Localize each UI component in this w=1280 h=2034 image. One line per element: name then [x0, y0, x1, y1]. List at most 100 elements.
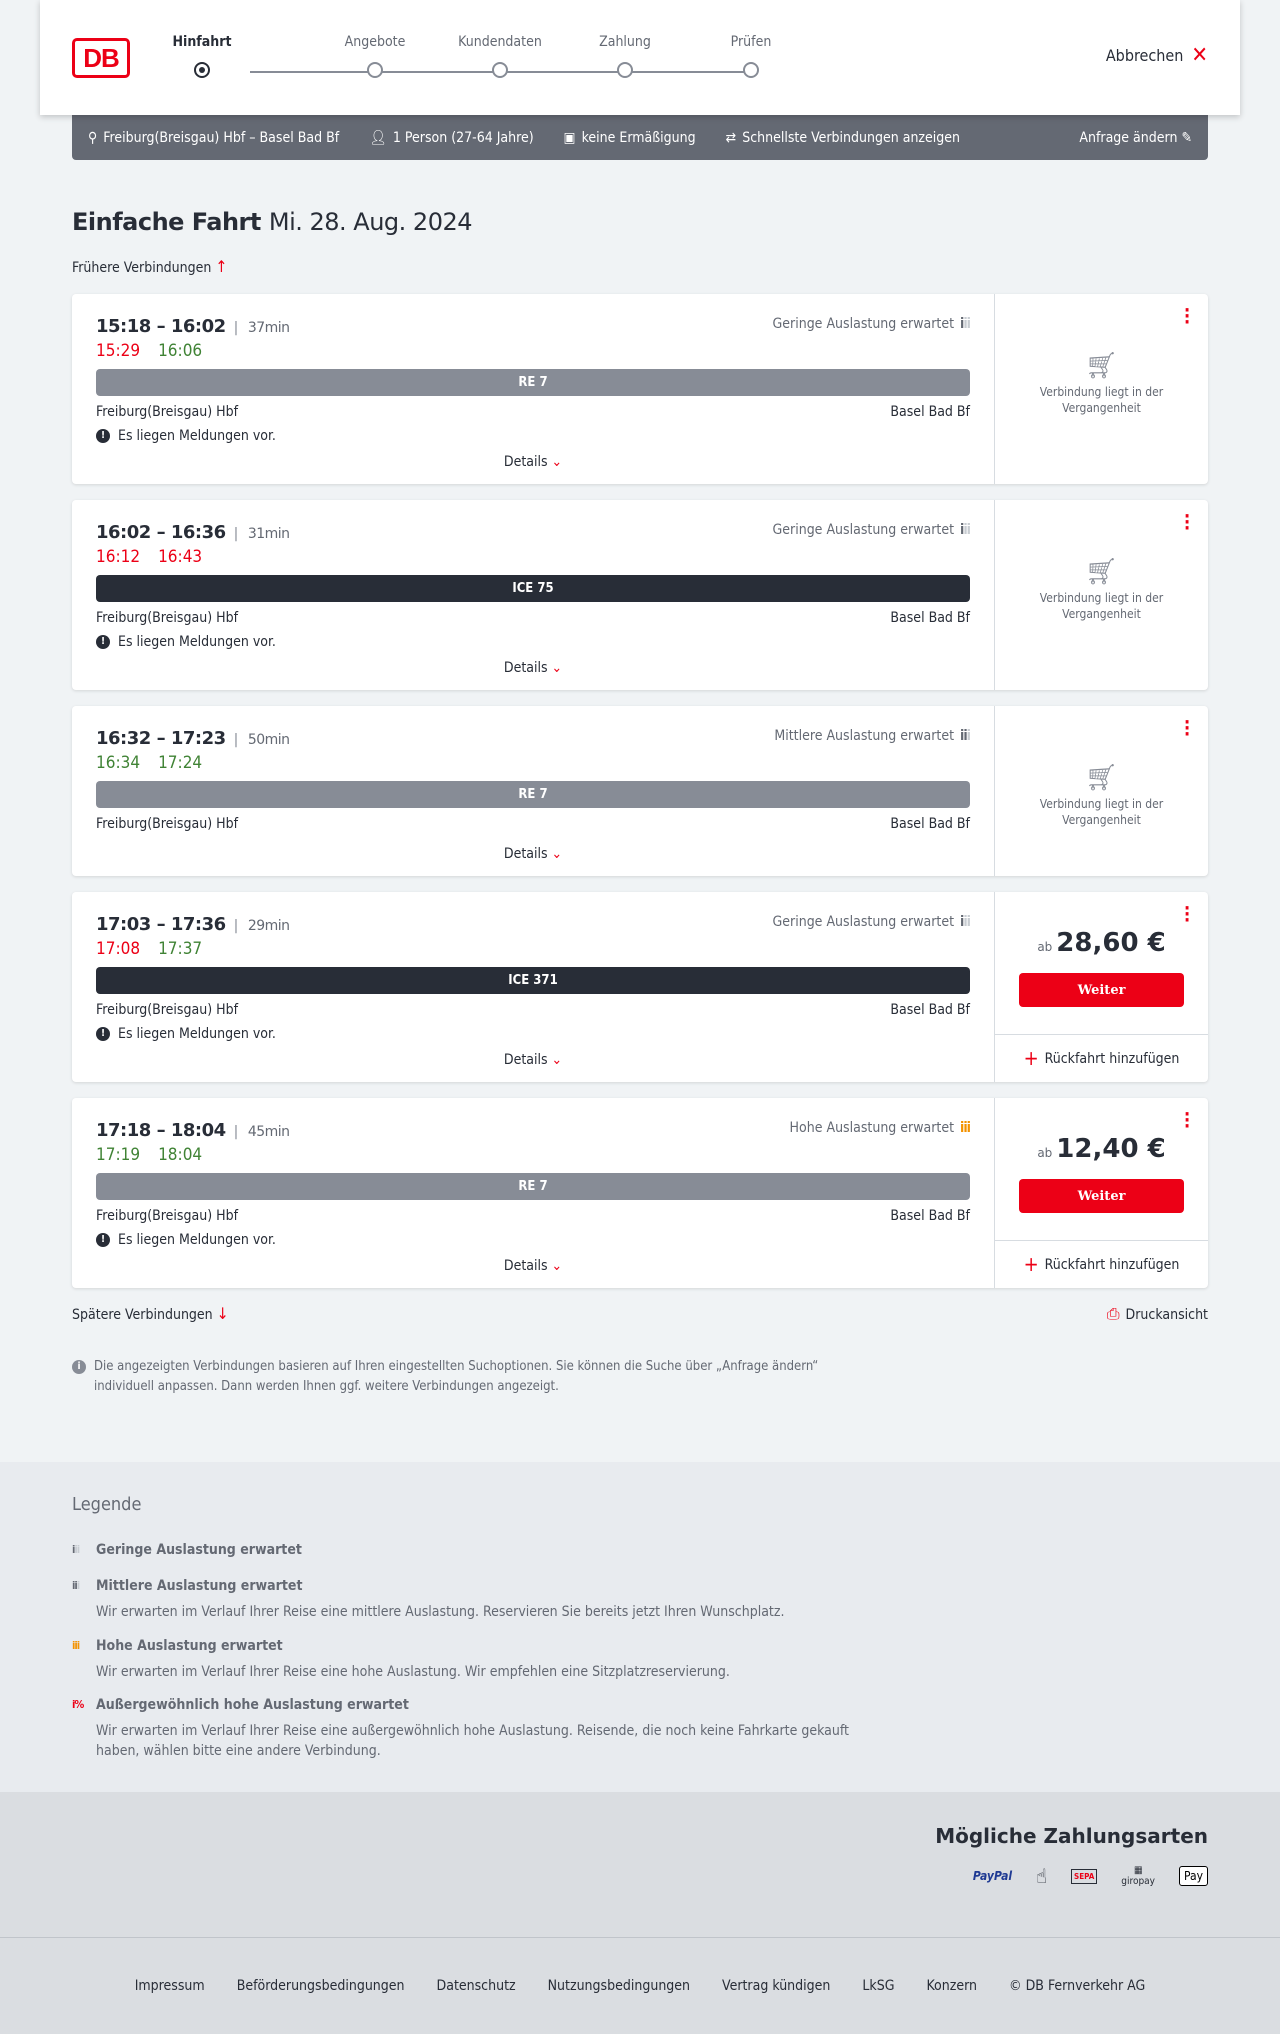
details-label: Details	[503, 1258, 548, 1274]
destination-station: Basel Bad Bf	[890, 404, 970, 420]
occupancy-indicator: Hohe Auslastung erwartet iii	[790, 1120, 971, 1136]
duration: 31min	[234, 526, 290, 542]
legend-item-exceptional: i% Außergewöhnlich hohe Auslastung erwart…	[72, 1697, 872, 1761]
footer-link-lksg[interactable]: LkSG	[862, 1978, 895, 1994]
info-text: Die angezeigten Verbindungen basieren au…	[94, 1359, 819, 1394]
footer: Impressum Beförderungsbedingungen Datens…	[0, 1937, 1280, 2034]
later-connections-link[interactable]: Spätere Verbindungen ↓	[72, 1304, 229, 1323]
messages-notice: ! Es liegen Meldungen vor.	[96, 1026, 970, 1042]
search-summary-bar: ⚲ Freiburg(Breisgau) Hbf – Basel Bad Bf 👤…	[72, 115, 1208, 160]
occupancy-indicator: Geringe Auslastung erwartet iii	[773, 914, 971, 930]
route-summary: ⚲ Freiburg(Breisgau) Hbf – Basel Bad Bf	[88, 130, 339, 146]
realtime-arrival: 17:37	[158, 939, 203, 959]
realtime-times: 17:08 17:37	[96, 939, 970, 961]
details-toggle[interactable]: Details ⌄	[72, 1052, 994, 1068]
duration: 37min	[234, 320, 290, 336]
chevron-down-icon: ⌄	[551, 1258, 563, 1274]
more-options-icon[interactable]: · · ·	[1184, 898, 1191, 931]
footer-link-nutzungsbedingungen[interactable]: Nutzungsbedingungen	[547, 1978, 691, 1994]
origin-station: Freiburg(Breisgau) Hbf	[96, 1208, 239, 1224]
progress-stepper: Hinfahrt Angebote Kundendaten Zahlung Pr…	[172, 34, 771, 84]
footer-link-befoerderungsbedingungen[interactable]: Beförderungsbedingungen	[236, 1978, 405, 1994]
details-toggle[interactable]: Details ⌄	[72, 1258, 994, 1274]
offer-panel: · · · 🛒︎ Verbindung liegt in der Vergangenhe…	[994, 500, 1208, 690]
earlier-connections-link[interactable]: Frühere Verbindungen ↑	[72, 257, 227, 276]
legend-item-low: iii Geringe Auslastung erwartet	[72, 1542, 872, 1558]
apple-pay-label: Pay	[1184, 1869, 1203, 1883]
legend-item-desc: Wir erwarten im Verlauf Ihrer Reise eine…	[96, 1604, 785, 1620]
footer-link-konzern[interactable]: Konzern	[926, 1978, 977, 1994]
connection-info: 17:03 – 17:36 29min 17:08 17:37 Geringe Ausl…	[72, 892, 994, 1082]
step-label: Prüfen	[730, 34, 772, 50]
occupancy-text: Geringe Auslastung erwartet	[772, 522, 955, 538]
continue-button[interactable]: Weiter	[1019, 973, 1184, 1007]
edit-request-button[interactable]: Anfrage ändern ✎	[1079, 130, 1192, 146]
footer-link-impressum[interactable]: Impressum	[134, 1978, 205, 1994]
connection-card: 16:32 – 17:23 50min 16:34 17:24 Mittlere Aus…	[72, 706, 1208, 876]
price-value: 28,60 €	[1056, 928, 1166, 958]
stations: Freiburg(Breisgau) Hbf Basel Bad Bf	[96, 816, 970, 832]
fastest-toggle[interactable]: ⇄ Schnellste Verbindungen anzeigen	[726, 130, 960, 146]
search-info-note: i Die angezeigten Verbindungen basieren a…	[72, 1357, 852, 1397]
realtime-departure: 17:19	[96, 1145, 141, 1165]
connection-info: 17:18 – 18:04 45min 17:19 18:04 Hohe Auslast…	[72, 1098, 994, 1288]
sepa-icon: SEPA	[1071, 1868, 1098, 1884]
more-options-icon[interactable]: · · ·	[1184, 712, 1191, 745]
cart-unavailable-icon: 🛒︎	[1084, 351, 1118, 381]
past-connection-notice: 🛒︎ Verbindung liegt in der Vergangenheit	[995, 765, 1208, 828]
occupancy-low-icon: iii	[960, 914, 971, 930]
fastest-text: Schnellste Verbindungen anzeigen	[742, 129, 961, 146]
footer-link-datenschutz[interactable]: Datenschutz	[436, 1978, 516, 1994]
destination-station: Basel Bad Bf	[890, 1208, 970, 1224]
price-prefix: ab	[1037, 1146, 1053, 1160]
train-bar: RE 7	[96, 369, 970, 396]
connection-card: 15:18 – 16:02 37min 15:29 16:06 Geringe Ausl…	[72, 294, 1208, 484]
more-options-icon[interactable]: · · ·	[1184, 300, 1191, 333]
legend-title: Legende	[72, 1494, 142, 1515]
price: ab 12,40 €	[995, 1134, 1208, 1164]
past-connection-notice: 🛒︎ Verbindung liegt in der Vergangenheit	[995, 351, 1208, 416]
step-dot	[492, 62, 508, 78]
details-label: Details	[503, 454, 548, 470]
realtime-times: 16:12 16:43	[96, 547, 970, 569]
legend-item-title: Mittlere Auslastung erwartet	[96, 1578, 303, 1594]
close-icon: ✕	[1191, 42, 1208, 68]
paypal-icon: PayPal	[972, 1869, 1013, 1883]
footer-link-vertrag-kuendigen[interactable]: Vertrag kündigen	[722, 1978, 831, 1994]
swap-icon: ⇄	[725, 129, 737, 146]
realtime-times: 15:29 16:06	[96, 341, 970, 363]
details-label: Details	[503, 660, 548, 676]
occupancy-low-icon: iii	[960, 316, 971, 332]
more-options-icon[interactable]: · · ·	[1184, 506, 1191, 539]
past-connection-notice: 🛒︎ Verbindung liegt in der Vergangenheit	[995, 559, 1208, 622]
details-toggle[interactable]: Details ⌄	[72, 846, 994, 862]
stations: Freiburg(Breisgau) Hbf Basel Bad Bf	[96, 1002, 970, 1018]
scheduled-times: 16:02 – 16:36 31min	[96, 522, 970, 543]
step-dot	[194, 62, 210, 78]
step-label: Zahlung	[599, 34, 651, 50]
details-toggle[interactable]: Details ⌄	[72, 454, 994, 470]
apple-pay-icon: Pay	[1179, 1866, 1208, 1886]
trip-type: Einfache Fahrt	[72, 208, 261, 236]
realtime-arrival: 16:43	[158, 547, 203, 567]
page-title: Einfache Fahrt Mi. 28. Aug. 2024	[72, 208, 473, 236]
duration: 45min	[234, 1124, 290, 1140]
chevron-down-icon: ⌄	[551, 660, 563, 676]
origin-station: Freiburg(Breisgau) Hbf	[96, 404, 239, 420]
more-options-icon[interactable]: · · ·	[1184, 1104, 1191, 1137]
cancel-button[interactable]: Abbrechen ✕	[1106, 42, 1208, 68]
stations: Freiburg(Breisgau) Hbf Basel Bad Bf	[96, 404, 970, 420]
scheduled-times: 15:18 – 16:02 37min	[96, 316, 970, 337]
db-logo[interactable]: DB	[72, 38, 130, 78]
add-return-trip-button[interactable]: + Rückfahrt hinzufügen	[995, 1240, 1208, 1288]
duration: 50min	[234, 732, 290, 748]
details-toggle[interactable]: Details ⌄	[72, 660, 994, 676]
continue-button[interactable]: Weiter	[1019, 1179, 1184, 1213]
print-view-link[interactable]: ⎙ Druckansicht	[1103, 1304, 1208, 1324]
person-icon: 👤︎	[369, 129, 387, 146]
legend-item-desc: Wir erwarten im Verlauf Ihrer Reise eine…	[96, 1664, 730, 1680]
legend-section: Legende iii Geringe Auslastung erwartet i…	[0, 1462, 1280, 1792]
add-return-trip-button[interactable]: + Rückfahrt hinzufügen	[995, 1034, 1208, 1082]
scheduled-times: 17:03 – 17:36 29min	[96, 914, 970, 935]
origin-station: Freiburg(Breisgau) Hbf	[96, 1002, 239, 1018]
